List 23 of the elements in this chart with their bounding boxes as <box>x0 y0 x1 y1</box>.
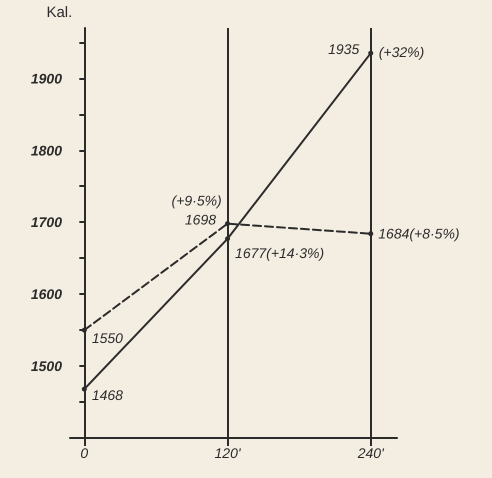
point <box>368 50 374 56</box>
data-label: 1677(+14·3%) <box>235 244 324 261</box>
y-tick-label: 1900 <box>30 70 62 86</box>
x-tick-label: 240' <box>356 445 386 461</box>
x-tick-label: 0 <box>80 445 88 461</box>
data-label: 1468 <box>92 387 124 404</box>
data-label: 1684(+8·5%) <box>378 226 460 242</box>
point <box>82 328 87 333</box>
data-label: 1698 <box>184 212 216 228</box>
point <box>368 231 374 236</box>
point <box>225 221 230 226</box>
data-label: 1550 <box>92 330 124 346</box>
y-axis-title: Kal. <box>46 4 72 21</box>
annotation: (+9·5%) <box>172 192 222 209</box>
annotation: (+32%) <box>378 44 424 60</box>
data-label: 1935 <box>328 41 360 58</box>
y-tick-label: 1500 <box>30 358 62 374</box>
y-tick-label: 1800 <box>30 142 62 158</box>
y-tick-label: 1600 <box>30 286 62 302</box>
point <box>225 236 230 242</box>
x-tick-label: 120' <box>214 445 242 461</box>
point <box>82 386 87 392</box>
y-tick-label: 1700 <box>30 214 62 230</box>
